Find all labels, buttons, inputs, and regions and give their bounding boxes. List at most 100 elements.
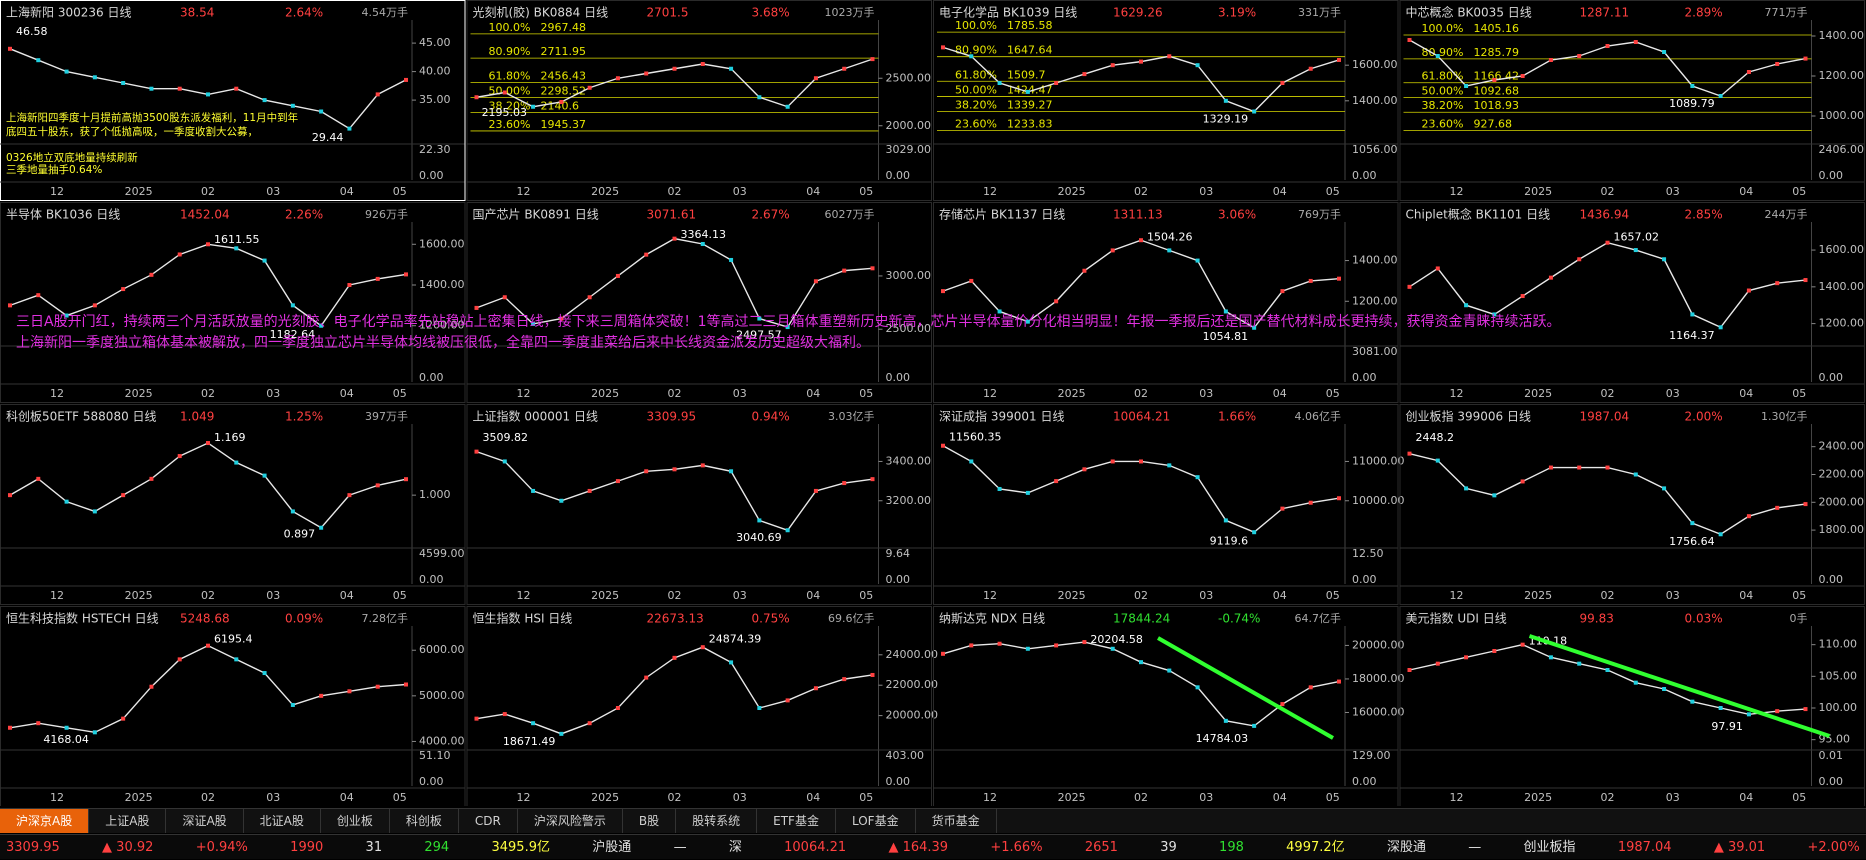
tab[interactable]: 科创板	[390, 809, 459, 833]
x-tick-label: 2025	[1524, 791, 1552, 804]
price-point	[1435, 54, 1440, 58]
volume: 397万手	[365, 409, 408, 423]
price-point	[1464, 84, 1469, 88]
price-point	[1803, 502, 1808, 507]
trend-line	[1157, 636, 1334, 740]
x-tick-label: 12	[517, 185, 531, 198]
x-tick-label: 02	[668, 791, 682, 804]
price-point	[474, 449, 479, 454]
high-label: 11560.35	[949, 430, 1002, 443]
volume: 244万手	[1765, 207, 1808, 221]
panel-border	[933, 606, 1399, 806]
tab[interactable]: 北证A股	[244, 809, 321, 833]
price-point	[1775, 62, 1780, 66]
status-item: 深	[728, 840, 742, 855]
status-item: 沪股通	[592, 840, 632, 855]
volume-axis-label: 0.00	[886, 573, 911, 586]
price-point	[1520, 642, 1525, 647]
x-tick-label: 03	[733, 185, 747, 198]
change: 2.67%	[752, 208, 790, 222]
x-tick-label: 05	[859, 185, 873, 198]
price-point	[375, 684, 380, 689]
change: 2.85%	[1685, 208, 1723, 222]
x-tick-label: 12	[50, 791, 64, 804]
tab[interactable]: ETF基金	[757, 809, 836, 833]
change: 2.00%	[1685, 410, 1723, 424]
change: 0.94%	[752, 410, 790, 424]
tab[interactable]: 上证A股	[89, 809, 167, 833]
y-tick-label: 1000.00	[1819, 109, 1865, 122]
low-label: 14784.03	[1196, 732, 1249, 745]
price-point	[1054, 479, 1059, 484]
price-point	[121, 287, 126, 292]
fib-value: 1509.7	[1007, 68, 1046, 81]
tab[interactable]: B股	[623, 809, 677, 833]
price-point	[290, 303, 295, 308]
y-tick-label: 3400.00	[886, 454, 932, 467]
chart-panel: 电子化学品 BK1039 日线 1629.26 3.19% 331万手 1600.00 1…	[933, 0, 1399, 201]
chart-panel: 深证成指 399001 日线 10064.21 1.66% 4.06亿手 11000.0…	[933, 404, 1405, 605]
x-tick-label: 03	[1666, 387, 1680, 400]
tab[interactable]: LOF基金	[836, 809, 916, 833]
price-point	[1025, 490, 1030, 495]
price-point	[1520, 74, 1525, 78]
x-tick-label: 2025	[1058, 791, 1086, 804]
x-tick-label: 2025	[1058, 387, 1086, 400]
tab-bar: 沪深京A股 上证A股 深证A股 北证A股 创业板 科创板 CDR 沪深风险警示 B股 股转系统 ET…	[0, 808, 1866, 833]
volume: 0手	[1790, 611, 1808, 625]
x-tick-label: 03	[1199, 791, 1213, 804]
tab[interactable]: 股转系统	[676, 809, 758, 833]
y-tick-label: 6000.00	[419, 643, 465, 656]
price-point	[1718, 706, 1723, 710]
price-point	[64, 499, 69, 504]
x-tick-label: 12	[517, 387, 531, 400]
y-tick-label: 2500.00	[886, 71, 932, 84]
chart-grid: 上海新阳 300236 日线 38.54 2.64% 4.54万手 45.00 40.00…	[0, 0, 1865, 806]
price-point	[206, 92, 210, 97]
x-tick-label: 05	[1792, 589, 1806, 602]
high-label: 3509.82	[483, 431, 529, 444]
status-item: 198	[1219, 840, 1244, 855]
high-label: 24874.39	[709, 633, 762, 646]
price-point	[870, 57, 875, 62]
price-point	[404, 682, 408, 687]
price-point	[1308, 66, 1313, 71]
fib-pct: 50.00%	[1422, 84, 1464, 97]
price-point	[319, 323, 324, 328]
fib-value: 1405.16	[1474, 22, 1520, 35]
price-point	[587, 488, 592, 493]
change: 3.19%	[1218, 6, 1256, 20]
status-item: ▲ 164.39	[888, 840, 949, 855]
tab[interactable]: 创业板	[321, 809, 390, 833]
price-point	[1280, 702, 1285, 707]
x-tick-label: 05	[1326, 185, 1340, 198]
price-point	[700, 241, 705, 246]
price-point	[8, 493, 12, 498]
price-point	[1025, 646, 1030, 651]
high-label: 1657.02	[1614, 231, 1660, 244]
x-tick-label: 02	[668, 185, 682, 198]
tab[interactable]: 沪深风险警示	[518, 809, 623, 833]
price-point	[1803, 707, 1808, 712]
panel-title: 光刻机(胶) BK0884 日线	[473, 5, 609, 20]
tab[interactable]: 沪深京A股	[0, 809, 90, 833]
x-tick-label: 02	[1134, 791, 1148, 804]
x-tick-label: 05	[859, 387, 873, 400]
x-tick-label: 03	[733, 589, 747, 602]
volume-axis-label: 0.00	[886, 371, 911, 384]
price-point	[1082, 640, 1087, 645]
x-tick-label: 12	[517, 791, 531, 804]
price-point	[1252, 723, 1257, 728]
price-point	[559, 100, 564, 104]
x-tick-label: 05	[859, 791, 873, 804]
price-point	[177, 86, 182, 91]
price-point	[615, 273, 620, 278]
trend-line	[1528, 634, 1831, 738]
price-point	[36, 721, 41, 726]
tab[interactable]: CDR	[459, 809, 518, 833]
tab[interactable]: 深证A股	[166, 809, 244, 833]
tab[interactable]: 货币基金	[916, 809, 997, 833]
chart-panel: 半导体 BK1036 日线 1452.04 2.26% 926万手 1600.00 140…	[0, 202, 466, 403]
price-point	[1633, 680, 1638, 685]
panel-border	[0, 202, 466, 403]
